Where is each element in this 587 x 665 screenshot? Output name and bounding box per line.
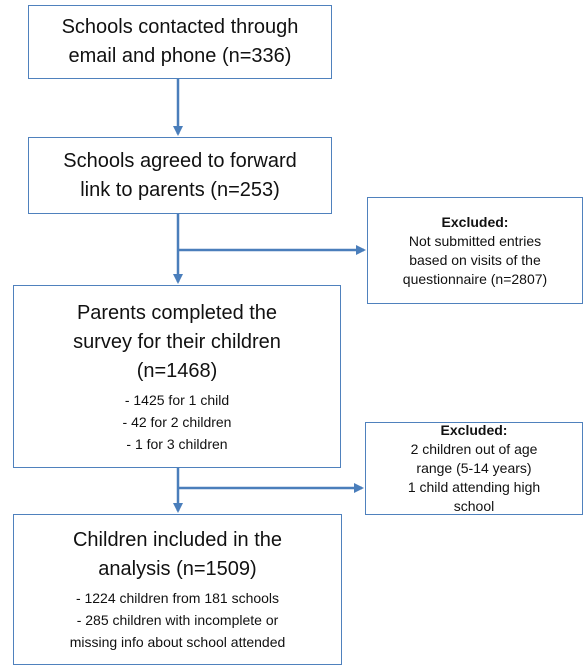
node-text: survey for their children xyxy=(73,330,281,353)
exclusion-text: range (5-14 years) xyxy=(416,460,532,476)
node-detail: - 285 children with incomplete or xyxy=(76,612,279,628)
node: Children included in the analysis (n=150… xyxy=(13,514,342,665)
exclusion-text: questionnaire (n=2807) xyxy=(402,270,548,287)
node-text: analysis (n=1509) xyxy=(98,558,257,580)
node-text: Children included in the xyxy=(72,529,283,551)
node-text: Schools agreed to forward xyxy=(63,149,297,172)
node-text: email and phone (n=336) xyxy=(68,45,292,67)
exclusion-box: Excluded: 2 children out of age range (5… xyxy=(365,422,583,515)
exclusion-text: school xyxy=(453,498,495,514)
exclusion-text: based on visits of the xyxy=(409,251,541,268)
exclusion-heading: Excluded: xyxy=(440,422,508,438)
node-text: link to parents (n=253) xyxy=(80,178,280,201)
exclusion-text: Not submitted entries xyxy=(408,232,542,249)
node-detail: - 42 for 2 children xyxy=(122,413,232,430)
exclusion-box: Excluded: Not submitted entries based on… xyxy=(367,197,583,304)
node: Schools agreed to forward link to parent… xyxy=(28,137,332,214)
node-text: (n=1468) xyxy=(136,359,218,382)
node: Parents completed the survey for their c… xyxy=(13,285,341,468)
node-detail: - 1224 children from 181 schools xyxy=(75,590,280,606)
node-detail: - 1 for 3 children xyxy=(126,435,228,452)
node-detail: - 1425 for 1 child xyxy=(124,391,230,408)
exclusion-text: 1 child attending high xyxy=(407,479,541,495)
exclusion-text: 2 children out of age xyxy=(410,441,538,457)
node-text: Parents completed the xyxy=(76,301,278,324)
exclusion-heading: Excluded: xyxy=(441,213,509,230)
node: Schools contacted through email and phon… xyxy=(28,5,332,79)
node-detail: missing info about school attended xyxy=(69,634,286,650)
node-text: Schools contacted through xyxy=(61,16,299,38)
